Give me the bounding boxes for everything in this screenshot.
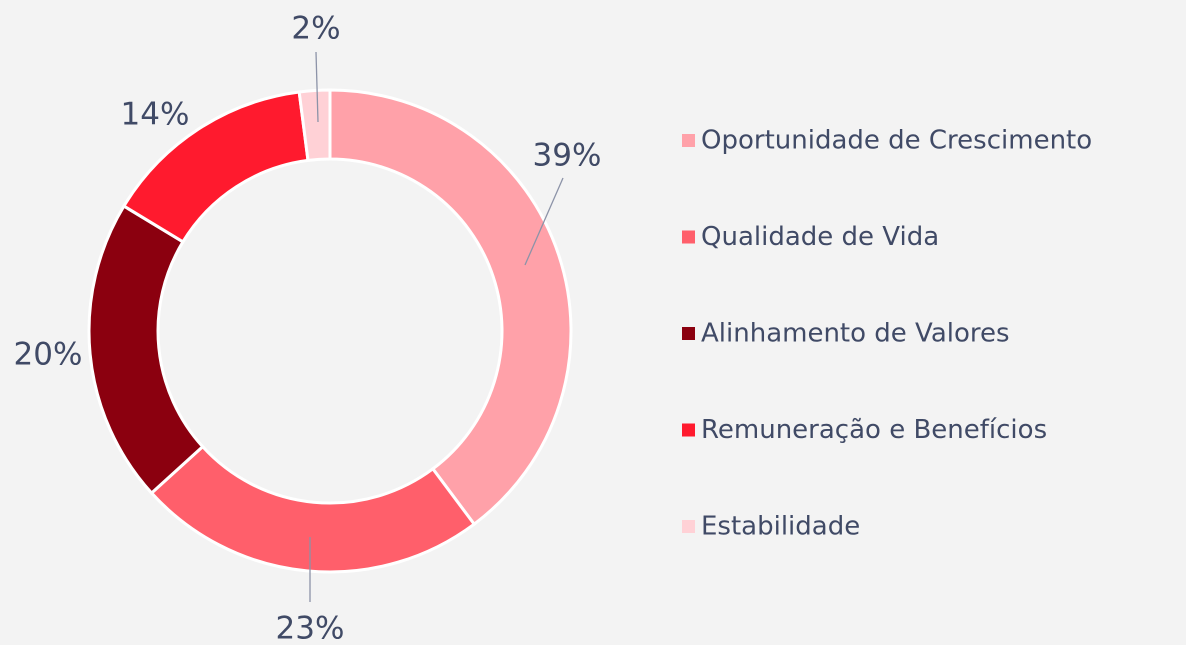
donut-segment <box>328 88 573 527</box>
donut-segment <box>87 204 205 496</box>
legend-swatch <box>682 423 695 437</box>
legend-swatch <box>682 327 695 340</box>
donut-segment <box>149 444 477 574</box>
data-label: 20% <box>14 337 83 373</box>
legend-label: Qualidade de Vida <box>701 222 939 252</box>
data-label: 14% <box>121 97 190 133</box>
legend-swatch <box>682 520 695 533</box>
legend-swatch <box>682 134 695 147</box>
donut-segment <box>297 88 332 163</box>
data-label: 39% <box>533 138 602 174</box>
leader-line <box>524 177 564 266</box>
data-label: 23% <box>276 611 345 645</box>
data-label: 2% <box>291 11 340 47</box>
leader-line <box>315 51 319 123</box>
legend-label: Alinhamento de Valores <box>701 319 1010 349</box>
legend-label: Remuneração e Benefícios <box>701 415 1047 445</box>
legend-swatch <box>682 230 695 244</box>
legend-label: Oportunidade de Crescimento <box>701 126 1092 156</box>
legend-label: Estabilidade <box>701 512 860 542</box>
